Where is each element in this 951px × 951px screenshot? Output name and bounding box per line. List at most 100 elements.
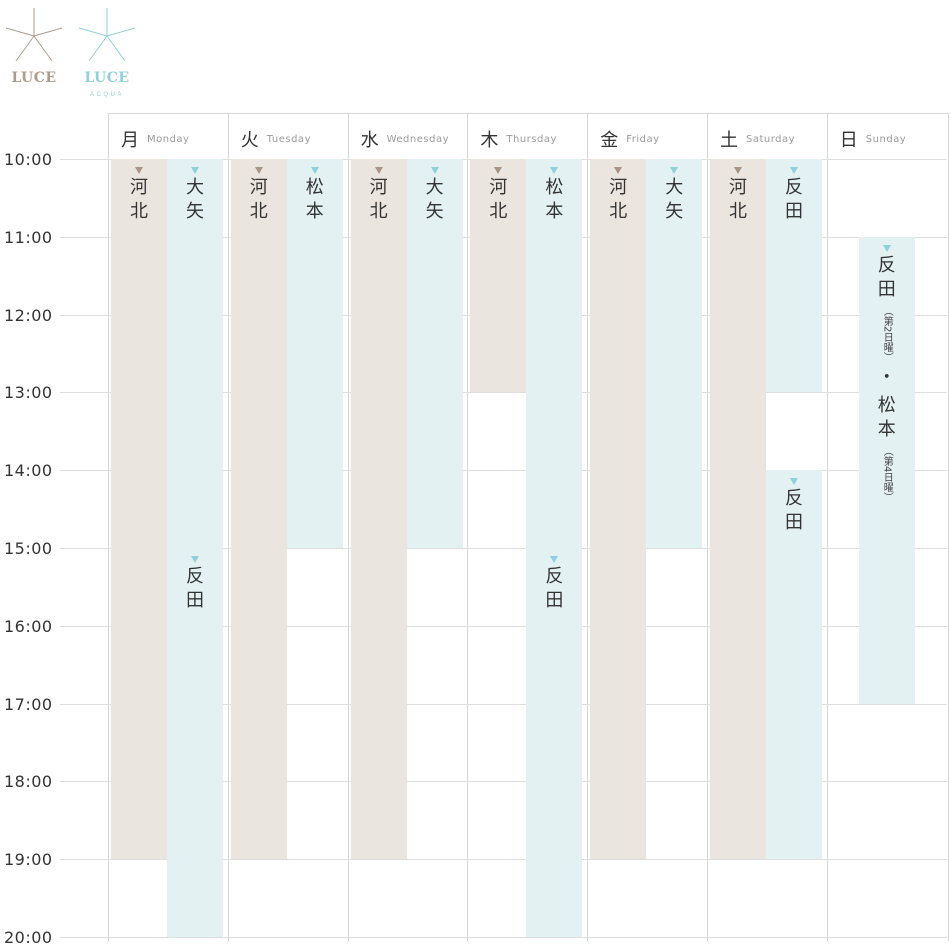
name-note: （第2日曜） xyxy=(881,305,893,363)
day-column: 水 Wednesday xyxy=(347,113,469,941)
marker-triangle-icon xyxy=(374,167,383,174)
time-label: 17:00 xyxy=(4,694,53,714)
shift-block xyxy=(286,159,343,548)
name-char: 反 xyxy=(785,488,803,510)
name-char: 反 xyxy=(545,566,564,587)
time-label: 15:00 xyxy=(4,539,53,558)
day-column: 土 Saturday xyxy=(707,113,828,941)
time-label: 10:00 xyxy=(4,150,53,169)
name-char: 松 xyxy=(545,177,564,198)
shift-block xyxy=(470,159,527,393)
shift-block xyxy=(406,159,463,548)
shift-block xyxy=(858,236,915,704)
time-label: 20:00 xyxy=(4,928,53,947)
shift-block xyxy=(766,159,822,393)
marker-triangle-icon xyxy=(882,244,891,252)
name-char: 河 xyxy=(130,177,148,198)
name-char: 河 xyxy=(489,177,508,198)
name-char: 田 xyxy=(186,590,204,611)
staff-name: 大矢 xyxy=(407,167,463,224)
marker-triangle-icon xyxy=(135,167,143,174)
marker-triangle-icon xyxy=(790,167,798,174)
day-kanji: 水 xyxy=(360,130,379,151)
hour-gridline xyxy=(60,781,947,783)
name-char: 松 xyxy=(305,177,324,198)
marker-triangle-icon xyxy=(191,556,199,563)
name-char: 北 xyxy=(249,201,268,222)
day-column: 月 Monday xyxy=(108,113,229,941)
staff-name: 大矢 xyxy=(646,167,702,224)
staff-name: 反田 xyxy=(766,167,822,224)
day-kanji: 月 xyxy=(121,130,139,151)
time-label: 12:00 xyxy=(4,305,53,325)
day-english: Friday xyxy=(626,134,660,145)
shift-block xyxy=(350,159,407,860)
shift-block xyxy=(526,159,583,937)
staff-name: 河北 xyxy=(590,167,646,224)
day-header: 木 Thursday xyxy=(468,113,589,159)
day-header: 日 Sunday xyxy=(827,113,948,159)
separator: ・ xyxy=(877,367,896,389)
day-kanji: 日 xyxy=(839,130,858,151)
day-header: 金 Friday xyxy=(588,113,708,159)
name-char: 矢 xyxy=(425,201,444,222)
name-char: 矢 xyxy=(665,201,684,222)
day-column: 日 Sunday xyxy=(826,113,949,941)
name-note: （第4日曜） xyxy=(881,446,893,503)
staff-name: 松本 xyxy=(526,167,582,224)
day-english: Thursday xyxy=(506,134,557,145)
name-char: 河 xyxy=(249,177,268,198)
marker-triangle-icon xyxy=(430,167,439,174)
marker-triangle-icon xyxy=(614,167,623,174)
day-header: 火 Tuesday xyxy=(228,113,349,159)
name-char: 田 xyxy=(785,512,803,534)
day-header: 土 Saturday xyxy=(708,113,828,159)
name-char: 反 xyxy=(785,177,803,198)
hour-gridline xyxy=(60,548,947,549)
day-kanji: 火 xyxy=(240,130,259,151)
hour-gridline xyxy=(60,859,947,861)
marker-triangle-icon xyxy=(254,167,263,174)
day-header: 月 Monday xyxy=(109,113,229,159)
day-english: Wednesday xyxy=(386,134,449,145)
shift-block xyxy=(167,159,223,937)
name-char: 北 xyxy=(489,201,508,222)
marker-triangle-icon xyxy=(310,167,319,174)
day-kanji: 土 xyxy=(720,130,738,151)
hour-gridline xyxy=(60,392,947,394)
name-char: 本 xyxy=(305,201,324,222)
shift-block xyxy=(230,159,287,860)
time-label: 14:00 xyxy=(4,461,53,481)
name-char: 本 xyxy=(877,419,896,441)
hour-gridline xyxy=(60,625,947,627)
name-char: 河 xyxy=(369,177,388,198)
name-char: 田 xyxy=(785,201,803,222)
staff-name: 河北 xyxy=(710,167,766,224)
name-char: 松 xyxy=(877,395,896,417)
time-label: 18:00 xyxy=(4,772,53,792)
hour-gridline xyxy=(60,470,947,472)
name-char: 北 xyxy=(130,201,148,222)
day-english: Monday xyxy=(147,134,190,145)
marker-triangle-icon xyxy=(550,167,559,174)
name-char: 大 xyxy=(665,177,684,198)
day-column: 火 Tuesday xyxy=(227,113,349,941)
shift-block xyxy=(766,470,822,860)
day-header: 水 Wednesday xyxy=(348,113,469,159)
name-char: 本 xyxy=(545,201,564,222)
day-column: 木 Thursday xyxy=(467,113,589,941)
name-char: 北 xyxy=(609,201,628,222)
day-english: Saturday xyxy=(746,134,796,145)
time-label: 16:00 xyxy=(4,616,53,636)
name-char: 矢 xyxy=(186,201,204,222)
starburst-icon xyxy=(5,8,63,62)
staff-name: 松本 xyxy=(287,167,343,224)
staff-name: 反田 xyxy=(167,556,223,613)
staff-name: 反田 （第2日曜） ・松本 （第4日曜） xyxy=(859,244,915,507)
name-char: 北 xyxy=(369,201,388,222)
name-char: 反 xyxy=(186,566,204,587)
starburst-icon xyxy=(78,8,136,62)
time-label: 13:00 xyxy=(4,383,53,403)
marker-triangle-icon xyxy=(191,167,199,174)
